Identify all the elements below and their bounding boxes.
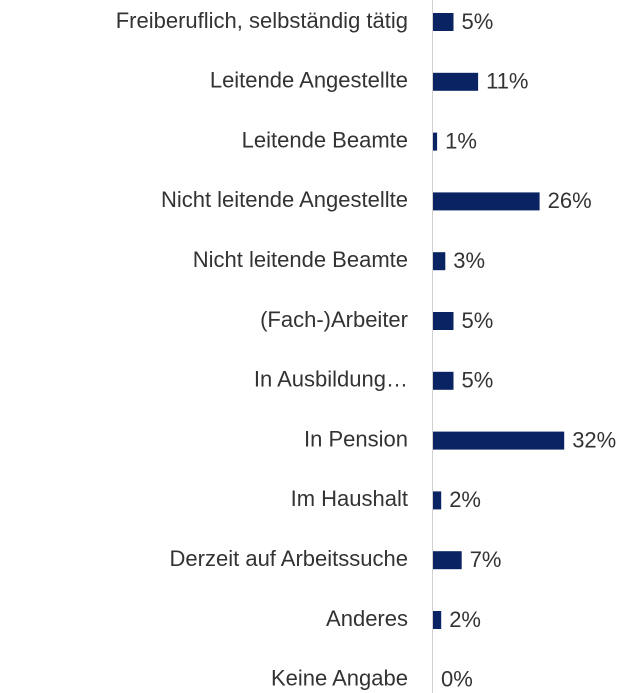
value-label: 7% <box>470 547 502 572</box>
category-label: Freiberuflich, selbständig tätig <box>116 8 408 33</box>
bar <box>433 431 565 450</box>
category-label: Anderes <box>326 606 408 631</box>
bar <box>433 132 438 151</box>
category-label: In Ausbildung… <box>254 367 408 392</box>
value-label: 11% <box>486 69 528 94</box>
bar <box>433 72 479 91</box>
category-label: (Fach-)Arbeiter <box>260 307 408 332</box>
category-label: Derzeit auf Arbeitssuche <box>170 546 408 571</box>
category-label: In Pension <box>304 426 408 451</box>
value-label: 5% <box>462 9 494 34</box>
value-label: 5% <box>462 308 494 333</box>
value-label: 3% <box>453 248 485 273</box>
category-label: Nicht leitende Angestellte <box>161 187 408 212</box>
category-label: Keine Angabe <box>271 666 408 691</box>
category-label: Im Haushalt <box>291 486 408 511</box>
bar <box>433 252 446 271</box>
bar <box>433 312 454 330</box>
value-label: 1% <box>445 128 477 153</box>
bar <box>433 13 454 31</box>
bar <box>433 192 540 211</box>
bar <box>433 371 454 390</box>
value-label: 2% <box>449 487 481 512</box>
category-label: Leitende Angestellte <box>210 68 408 93</box>
category-label: Leitende Beamte <box>242 127 408 152</box>
value-label: 0% <box>441 667 473 692</box>
value-label: 32% <box>572 427 616 452</box>
bar <box>433 491 442 510</box>
value-label: 26% <box>548 188 592 213</box>
category-label: Nicht leitende Beamte <box>193 247 408 272</box>
bar <box>433 611 442 629</box>
value-label: 5% <box>462 368 494 393</box>
bar <box>433 551 462 570</box>
value-label: 2% <box>449 607 481 632</box>
